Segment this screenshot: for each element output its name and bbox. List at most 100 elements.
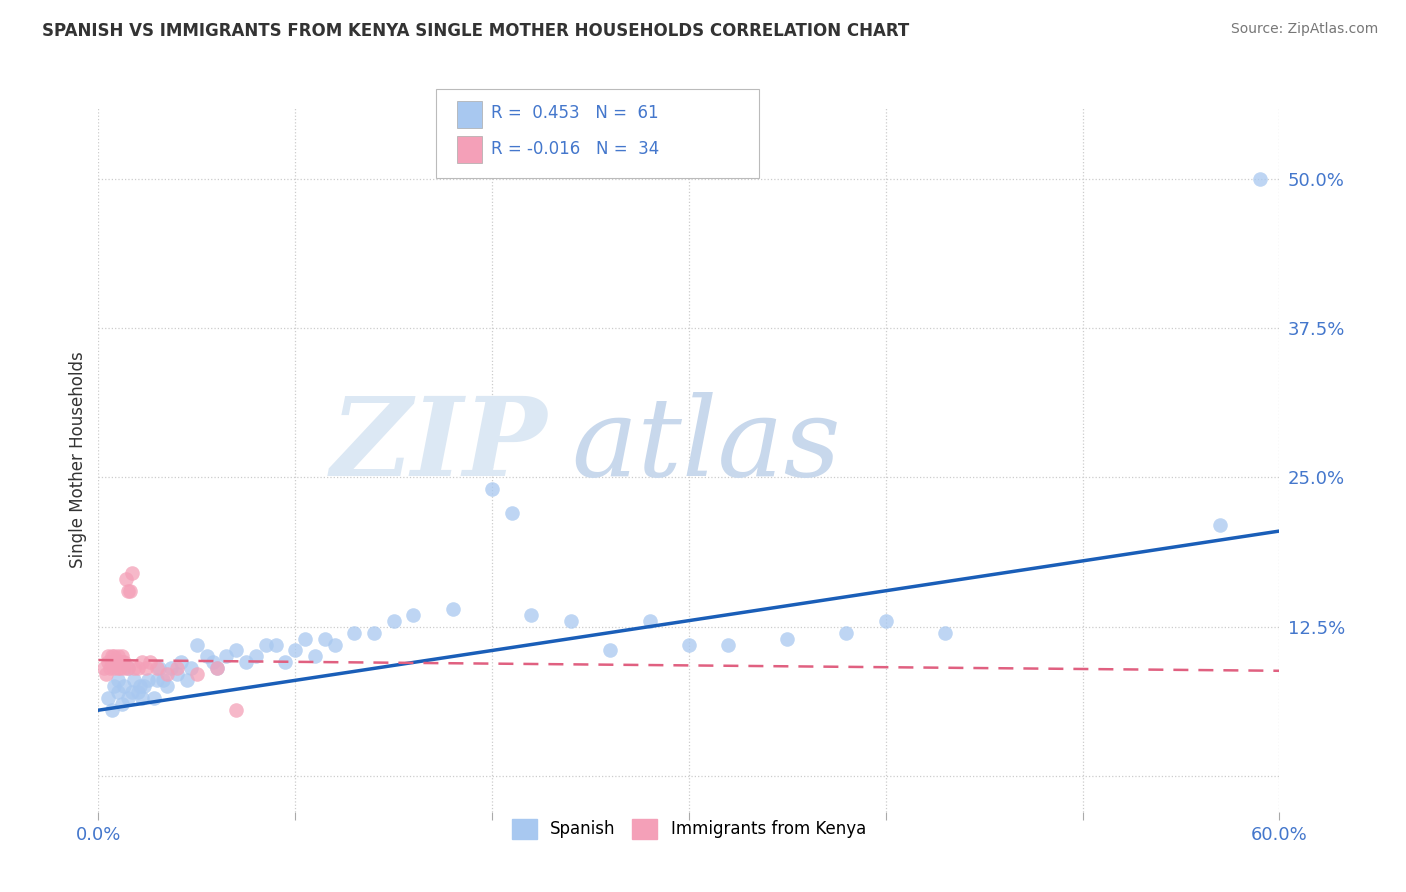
- Point: [156, 667, 179, 681]
- Point: [97, 656, 120, 670]
- Point: [638, 614, 661, 628]
- Point: [186, 638, 208, 652]
- Point: [156, 679, 179, 693]
- Point: [103, 661, 125, 675]
- Point: [96, 667, 118, 681]
- Point: [274, 656, 297, 670]
- Point: [108, 661, 131, 675]
- Point: [304, 649, 326, 664]
- Point: [152, 673, 174, 688]
- Point: [343, 625, 366, 640]
- Point: [314, 632, 336, 646]
- Text: atlas: atlas: [571, 392, 841, 499]
- Text: ZIP: ZIP: [330, 392, 547, 499]
- Point: [225, 703, 247, 717]
- Point: [160, 661, 183, 675]
- Point: [121, 685, 143, 699]
- Text: R =  0.453   N =  61: R = 0.453 N = 61: [491, 104, 658, 122]
- Point: [776, 632, 799, 646]
- Point: [103, 679, 125, 693]
- Point: [835, 625, 858, 640]
- Point: [101, 649, 124, 664]
- Point: [112, 661, 135, 675]
- Point: [131, 691, 153, 706]
- Point: [93, 661, 115, 675]
- Point: [117, 583, 139, 598]
- Point: [323, 638, 346, 652]
- Point: [127, 661, 149, 675]
- Point: [481, 482, 503, 496]
- Point: [107, 685, 129, 699]
- Point: [520, 607, 543, 622]
- Point: [97, 649, 120, 664]
- Point: [107, 673, 129, 688]
- Point: [678, 638, 700, 652]
- Text: Source: ZipAtlas.com: Source: ZipAtlas.com: [1230, 22, 1378, 37]
- Point: [176, 673, 198, 688]
- Point: [402, 607, 425, 622]
- Point: [118, 583, 141, 598]
- Point: [142, 691, 165, 706]
- Point: [111, 656, 134, 670]
- Point: [166, 661, 188, 675]
- Point: [205, 661, 228, 675]
- Point: [131, 656, 153, 670]
- Point: [146, 673, 169, 688]
- Point: [254, 638, 277, 652]
- Point: [103, 649, 125, 664]
- Point: [122, 661, 145, 675]
- Point: [166, 667, 188, 681]
- Point: [105, 656, 128, 670]
- Point: [245, 649, 267, 664]
- Point: [186, 667, 208, 681]
- Point: [98, 661, 121, 675]
- Point: [382, 614, 405, 628]
- Point: [122, 673, 145, 688]
- Y-axis label: Single Mother Households: Single Mother Households: [69, 351, 87, 567]
- Point: [599, 643, 621, 657]
- Point: [117, 661, 139, 675]
- Point: [170, 656, 193, 670]
- Point: [148, 661, 170, 675]
- Point: [717, 638, 740, 652]
- Point: [101, 656, 124, 670]
- Point: [441, 601, 464, 615]
- Point: [195, 649, 218, 664]
- Point: [138, 656, 160, 670]
- Legend: Spanish, Immigrants from Kenya: Spanish, Immigrants from Kenya: [505, 812, 873, 846]
- Text: SPANISH VS IMMIGRANTS FROM KENYA SINGLE MOTHER HOUSEHOLDS CORRELATION CHART: SPANISH VS IMMIGRANTS FROM KENYA SINGLE …: [42, 22, 910, 40]
- Point: [107, 661, 129, 675]
- Point: [107, 656, 129, 670]
- Point: [112, 656, 135, 670]
- Point: [215, 649, 238, 664]
- Point: [235, 656, 257, 670]
- Point: [875, 614, 897, 628]
- Point: [135, 661, 157, 675]
- Point: [111, 649, 134, 664]
- Point: [121, 566, 143, 580]
- Point: [97, 691, 120, 706]
- Point: [934, 625, 956, 640]
- Point: [363, 625, 385, 640]
- Point: [146, 661, 169, 675]
- Point: [205, 661, 228, 675]
- Point: [132, 679, 155, 693]
- Point: [107, 649, 129, 664]
- Point: [1209, 518, 1232, 533]
- Point: [201, 656, 224, 670]
- Point: [560, 614, 582, 628]
- Point: [112, 679, 135, 693]
- Point: [136, 673, 159, 688]
- Point: [128, 679, 150, 693]
- Point: [264, 638, 287, 652]
- Point: [115, 572, 138, 586]
- Text: R = -0.016   N =  34: R = -0.016 N = 34: [491, 140, 659, 158]
- Point: [101, 703, 124, 717]
- Point: [501, 506, 523, 520]
- Point: [127, 685, 149, 699]
- Point: [111, 697, 134, 711]
- Point: [284, 643, 307, 657]
- Point: [117, 691, 139, 706]
- Point: [117, 661, 139, 675]
- Point: [225, 643, 247, 657]
